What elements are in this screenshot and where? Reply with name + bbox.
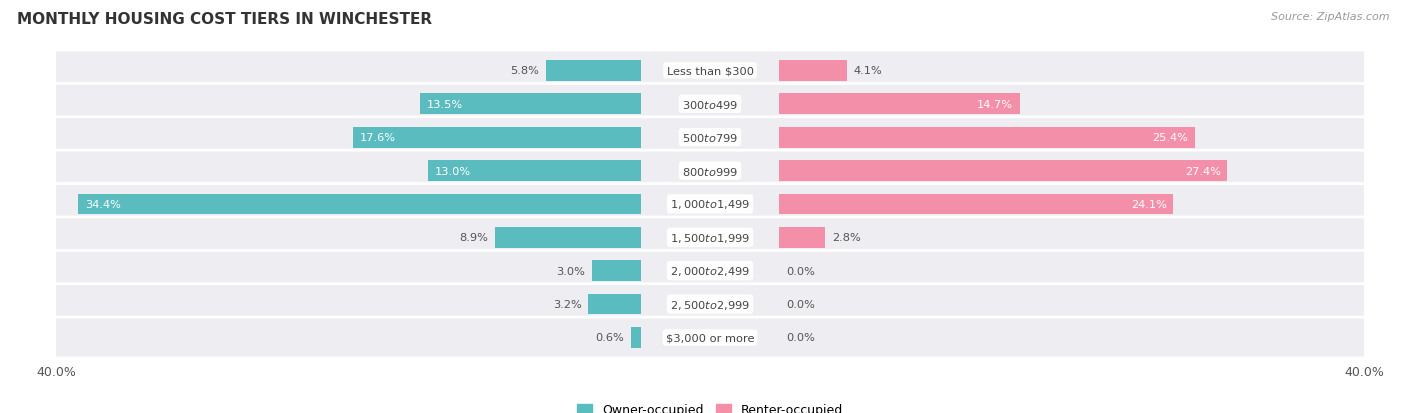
Bar — [588, 294, 641, 315]
Bar — [495, 228, 641, 248]
Text: 13.5%: 13.5% — [426, 100, 463, 109]
Text: 27.4%: 27.4% — [1185, 166, 1220, 176]
Bar — [420, 94, 641, 115]
Bar — [631, 328, 641, 348]
Text: $800 to $999: $800 to $999 — [682, 165, 738, 177]
Bar — [779, 228, 825, 248]
Bar — [779, 161, 1227, 181]
FancyBboxPatch shape — [53, 251, 1367, 291]
Text: 14.7%: 14.7% — [977, 100, 1014, 109]
Text: MONTHLY HOUSING COST TIERS IN WINCHESTER: MONTHLY HOUSING COST TIERS IN WINCHESTER — [17, 12, 432, 27]
FancyBboxPatch shape — [53, 151, 1367, 192]
Text: 13.0%: 13.0% — [434, 166, 471, 176]
Text: 34.4%: 34.4% — [84, 199, 121, 209]
Bar — [592, 261, 641, 281]
Bar — [779, 194, 1174, 215]
Text: $300 to $499: $300 to $499 — [682, 99, 738, 111]
Text: Source: ZipAtlas.com: Source: ZipAtlas.com — [1271, 12, 1389, 22]
Text: 0.0%: 0.0% — [786, 299, 815, 309]
FancyBboxPatch shape — [53, 217, 1367, 258]
Text: $3,000 or more: $3,000 or more — [666, 333, 754, 343]
Text: $1,000 to $1,499: $1,000 to $1,499 — [671, 198, 749, 211]
FancyBboxPatch shape — [53, 84, 1367, 125]
Bar — [779, 61, 846, 81]
Text: 3.0%: 3.0% — [557, 266, 585, 276]
FancyBboxPatch shape — [53, 51, 1367, 92]
Bar — [546, 61, 641, 81]
Text: $2,000 to $2,499: $2,000 to $2,499 — [671, 265, 749, 278]
Text: 2.8%: 2.8% — [832, 233, 860, 243]
FancyBboxPatch shape — [53, 317, 1367, 358]
Text: 17.6%: 17.6% — [360, 133, 395, 143]
FancyBboxPatch shape — [53, 184, 1367, 225]
Bar — [779, 94, 1019, 115]
Legend: Owner-occupied, Renter-occupied: Owner-occupied, Renter-occupied — [572, 398, 848, 413]
Text: $1,500 to $1,999: $1,500 to $1,999 — [671, 231, 749, 244]
FancyBboxPatch shape — [53, 118, 1367, 158]
Bar — [427, 161, 641, 181]
Text: 5.8%: 5.8% — [510, 66, 540, 76]
Bar — [779, 128, 1195, 148]
Text: 3.2%: 3.2% — [553, 299, 582, 309]
Text: 25.4%: 25.4% — [1153, 133, 1188, 143]
FancyBboxPatch shape — [53, 284, 1367, 325]
Text: $2,500 to $2,999: $2,500 to $2,999 — [671, 298, 749, 311]
Text: 24.1%: 24.1% — [1130, 199, 1167, 209]
Text: Less than $300: Less than $300 — [666, 66, 754, 76]
Text: 4.1%: 4.1% — [853, 66, 882, 76]
Text: 0.6%: 0.6% — [596, 333, 624, 343]
Text: 0.0%: 0.0% — [786, 333, 815, 343]
Text: 8.9%: 8.9% — [460, 233, 488, 243]
Text: 0.0%: 0.0% — [786, 266, 815, 276]
Bar — [79, 194, 641, 215]
Bar — [353, 128, 641, 148]
Text: $500 to $799: $500 to $799 — [682, 132, 738, 144]
